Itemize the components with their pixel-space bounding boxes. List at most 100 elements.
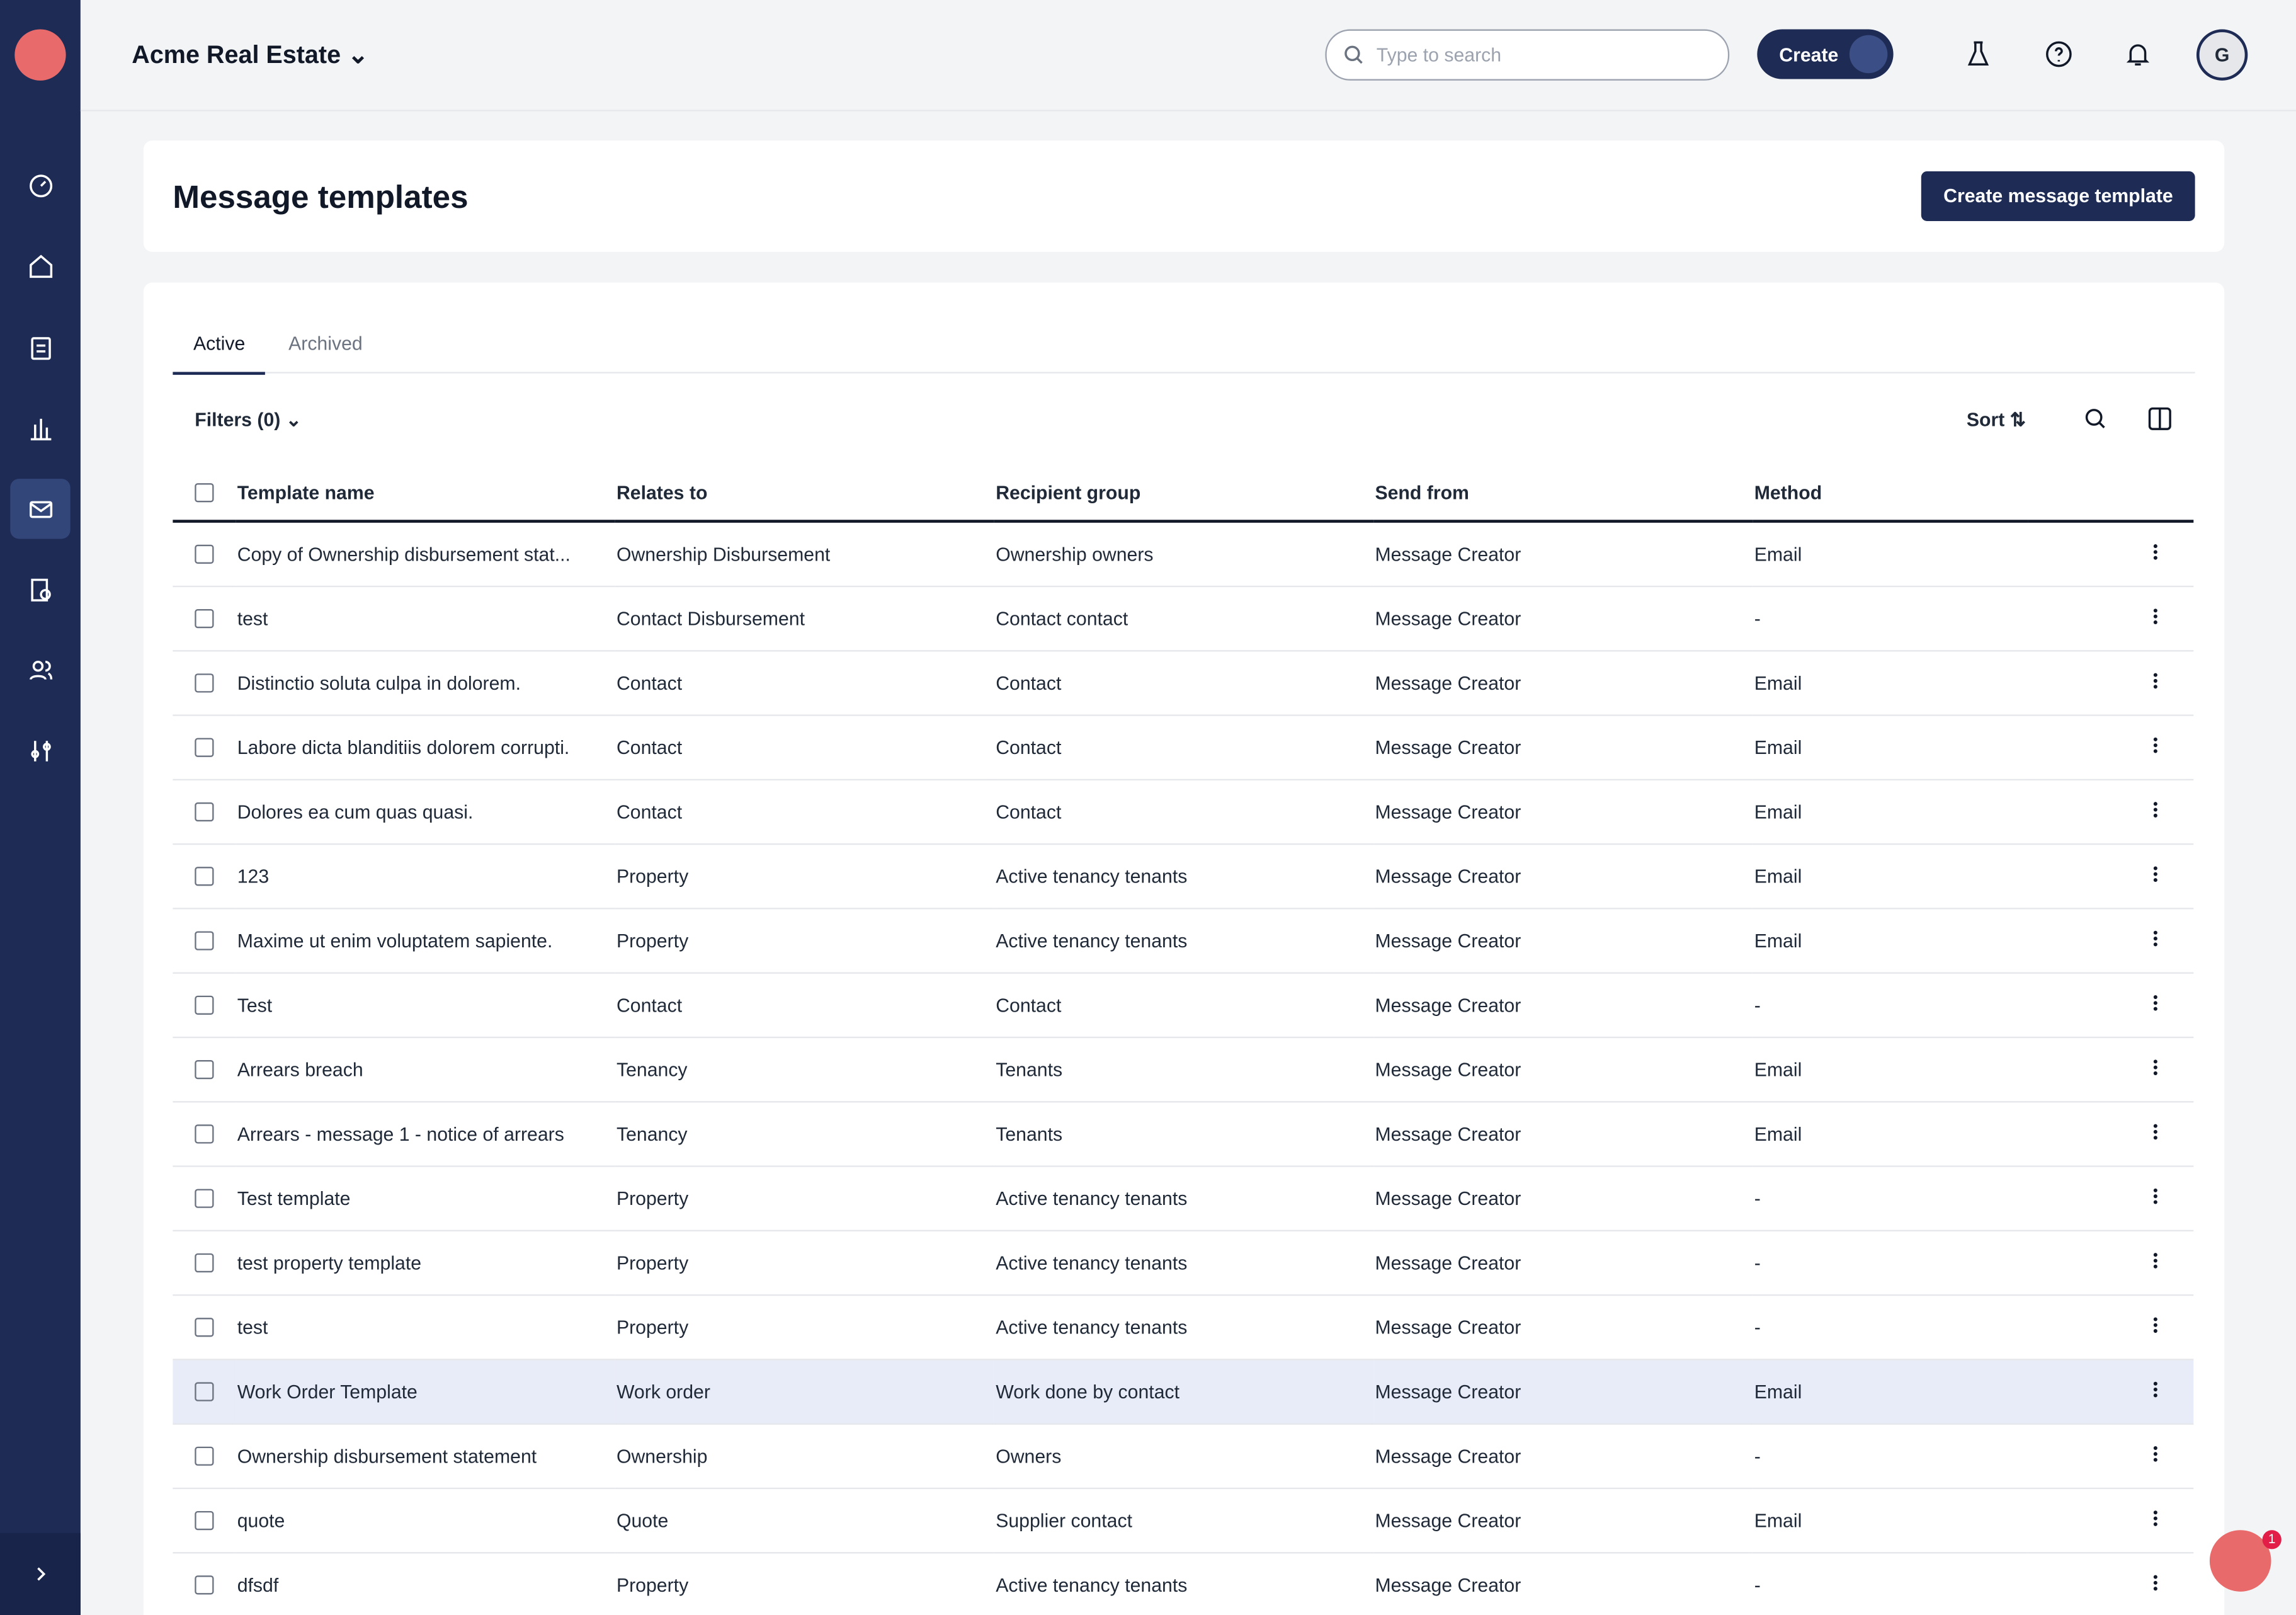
avatar[interactable]: G — [2196, 29, 2248, 81]
nav-tasks[interactable] — [10, 317, 70, 377]
checkbox[interactable] — [195, 1446, 214, 1466]
expand-sidebar[interactable] — [0, 1532, 81, 1615]
logo[interactable] — [14, 29, 66, 81]
search-box[interactable]: Type to search — [1325, 29, 1730, 81]
row-menu[interactable] — [2028, 715, 2194, 781]
nav-properties[interactable] — [10, 236, 70, 295]
org-switcher[interactable]: Acme Real Estate ⌄ — [132, 41, 369, 69]
chat-launcher[interactable] — [2209, 1530, 2271, 1592]
cell: Message Creator — [1373, 715, 1753, 781]
row-menu[interactable] — [2028, 973, 2194, 1039]
create-template-button[interactable]: Create message template — [1921, 171, 2195, 222]
kebab-icon — [2153, 608, 2157, 624]
checkbox[interactable] — [195, 1575, 214, 1595]
checkbox[interactable] — [195, 867, 214, 886]
cell: Copy of Ownership disbursement stat... — [236, 521, 615, 588]
sort-button[interactable]: Sort ⇅ — [1966, 408, 2026, 431]
nav-messages[interactable] — [10, 479, 71, 539]
nav-reports[interactable] — [10, 398, 70, 458]
row-menu[interactable] — [2028, 844, 2194, 910]
kebab-icon — [2153, 802, 2157, 818]
row-menu[interactable] — [2028, 1553, 2194, 1615]
checkbox[interactable] — [195, 1318, 214, 1337]
kebab-icon — [2153, 1317, 2157, 1333]
checkbox[interactable] — [195, 544, 214, 564]
checkbox[interactable] — [195, 1189, 214, 1208]
row-menu[interactable] — [2028, 1102, 2194, 1167]
cell: Message Creator — [1373, 908, 1753, 974]
kebab-icon — [2153, 1381, 2157, 1398]
table-search[interactable] — [2085, 409, 2106, 430]
cell: test property template — [236, 1230, 615, 1296]
select-cell — [173, 1424, 236, 1490]
row-menu[interactable] — [2028, 651, 2194, 716]
cell: Labore dicta blanditiis dolorem corrupti… — [236, 715, 615, 781]
row-menu[interactable] — [2028, 1037, 2194, 1103]
row-menu[interactable] — [2028, 1359, 2194, 1425]
select-cell — [173, 651, 236, 716]
create-button[interactable]: Create — [1757, 29, 1894, 79]
checkbox[interactable] — [195, 483, 214, 503]
kebab-icon — [2153, 1124, 2157, 1140]
cell: Message Creator — [1373, 844, 1753, 910]
cell: Distinctio soluta culpa in dolorem. — [236, 651, 615, 716]
cell: Message Creator — [1373, 1553, 1753, 1615]
cell: Supplier contact — [994, 1488, 1374, 1554]
org-name: Acme Real Estate — [132, 41, 341, 69]
select-cell — [173, 521, 236, 588]
columns-toggle[interactable] — [2148, 407, 2171, 430]
kebab-icon — [2153, 866, 2157, 882]
checkbox[interactable] — [195, 995, 214, 1015]
checkbox[interactable] — [195, 931, 214, 950]
filters-button[interactable]: Filters (0) ⌄ — [195, 408, 302, 431]
checkbox[interactable] — [195, 1253, 214, 1273]
column-header: Send from — [1373, 465, 1753, 523]
cell: Message Creator — [1373, 779, 1753, 845]
row-menu[interactable] — [2028, 1295, 2194, 1361]
tab[interactable]: Active — [173, 333, 266, 375]
checkbox[interactable] — [195, 1510, 214, 1531]
sidebar — [0, 0, 81, 1615]
cell: Message Creator — [1373, 1295, 1753, 1361]
cell: Active tenancy tenants — [994, 1166, 1374, 1231]
cell: Message Creator — [1373, 1102, 1753, 1167]
row-menu[interactable] — [2028, 521, 2194, 588]
actions-header — [2028, 465, 2194, 523]
checkbox[interactable] — [195, 1060, 214, 1080]
cell: Test — [236, 973, 615, 1039]
row-menu[interactable] — [2028, 1424, 2194, 1490]
cell: Tenants — [994, 1037, 1374, 1103]
select-cell — [173, 586, 236, 652]
nav-search-docs[interactable] — [10, 559, 70, 619]
checkbox[interactable] — [195, 802, 214, 822]
checkbox[interactable] — [195, 738, 214, 757]
cell: Email — [1753, 908, 2028, 974]
table-row: Labore dicta blanditiis dolorem corrupti… — [173, 715, 2194, 781]
row-menu[interactable] — [2028, 1488, 2194, 1554]
nav-dashboard[interactable] — [10, 155, 70, 215]
checkbox[interactable] — [195, 609, 214, 629]
nav-settings[interactable] — [10, 721, 70, 780]
labs-icon[interactable] — [1967, 41, 1990, 67]
column-header: Template name — [236, 465, 615, 523]
tab[interactable]: Archived — [288, 332, 363, 355]
checkbox[interactable] — [195, 1124, 214, 1144]
table-row: Test Contact Contact Message Creator - — [173, 973, 2194, 1039]
cell: Property — [615, 1166, 994, 1231]
tabs: Active Archived — [173, 283, 2195, 375]
row-menu[interactable] — [2028, 586, 2194, 652]
nav-contacts[interactable] — [10, 640, 70, 700]
notifications-icon[interactable] — [2126, 41, 2150, 67]
checkbox[interactable] — [195, 673, 214, 693]
cell: Message Creator — [1373, 651, 1753, 716]
row-menu[interactable] — [2028, 1230, 2194, 1296]
cell: Contact — [615, 651, 994, 716]
row-menu[interactable] — [2028, 908, 2194, 974]
row-menu[interactable] — [2028, 779, 2194, 845]
help-icon[interactable] — [2045, 41, 2072, 67]
select-cell — [173, 1037, 236, 1103]
table-row: test Property Active tenancy tenants Messag… — [173, 1295, 2194, 1361]
cell: Arrears breach — [236, 1037, 615, 1103]
checkbox[interactable] — [195, 1382, 214, 1401]
row-menu[interactable] — [2028, 1166, 2194, 1231]
